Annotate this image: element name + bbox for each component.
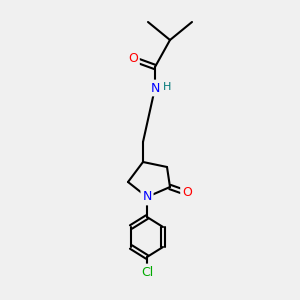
Text: O: O: [182, 187, 192, 200]
Text: N: N: [142, 190, 152, 203]
Text: O: O: [128, 52, 138, 65]
Text: N: N: [150, 82, 160, 94]
Text: H: H: [163, 82, 171, 92]
Text: Cl: Cl: [141, 266, 153, 278]
